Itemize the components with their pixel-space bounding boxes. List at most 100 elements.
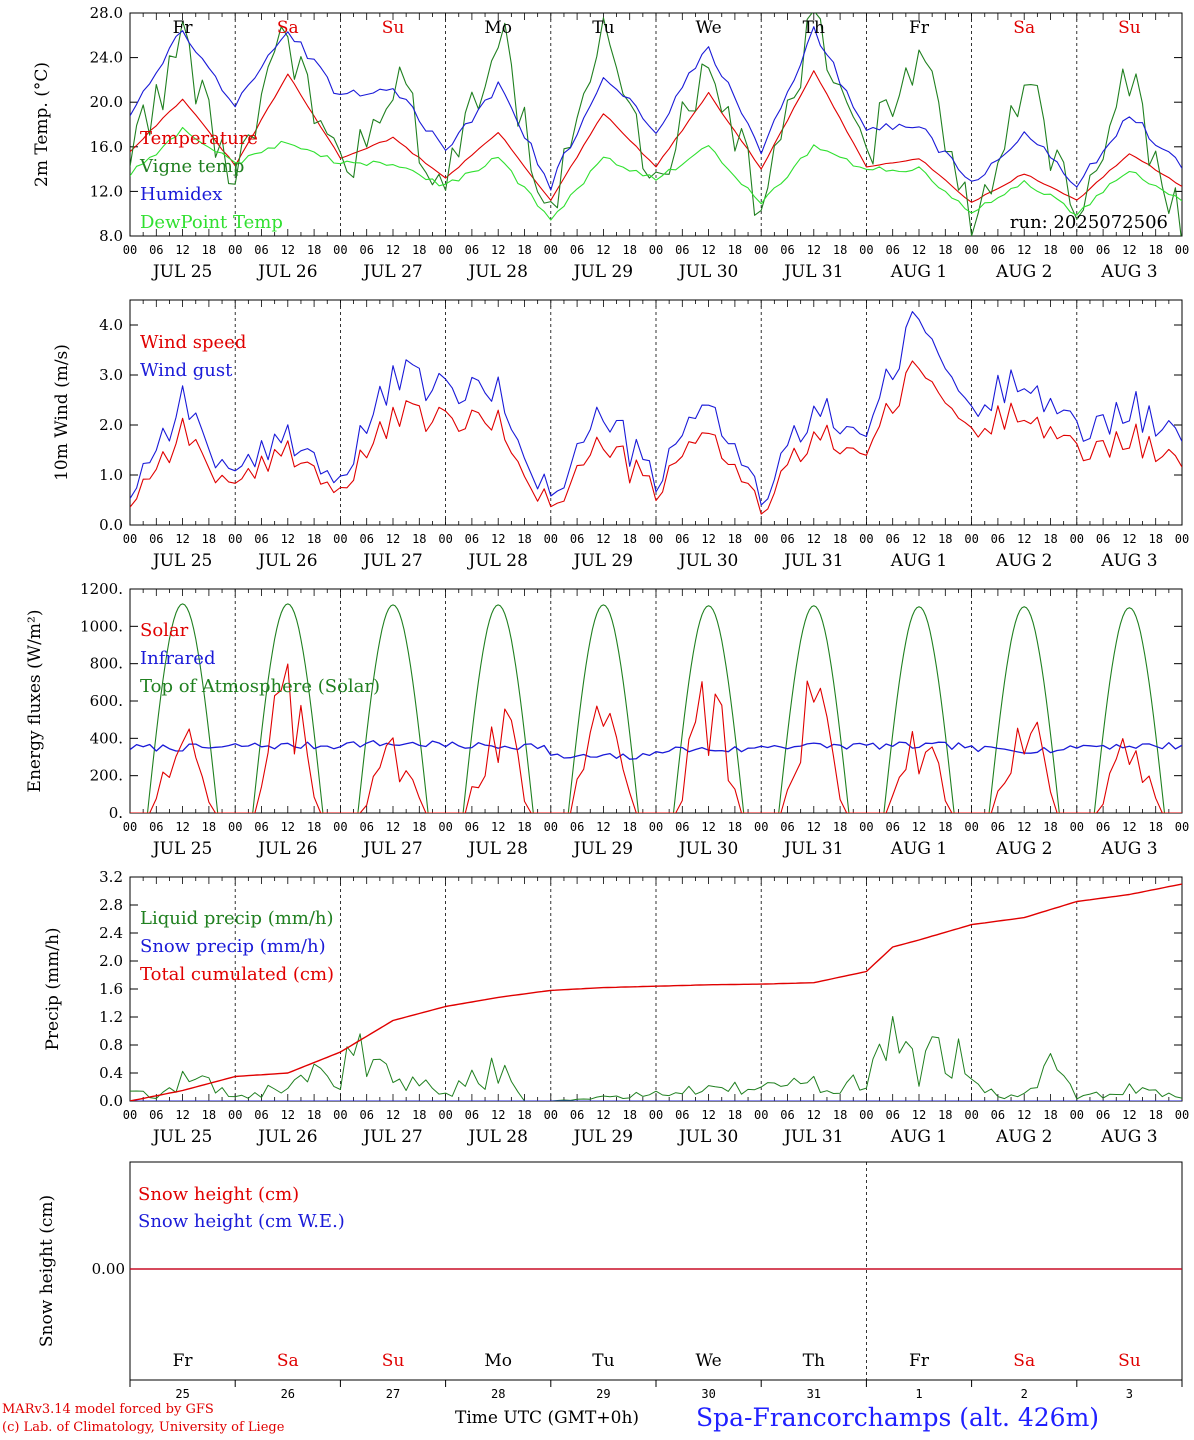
hour-tick-label: 00 (123, 820, 137, 834)
hour-tick-label: 06 (254, 820, 268, 834)
hour-tick-label: 00 (544, 1108, 558, 1122)
hour-tick-label: 00 (438, 1108, 452, 1122)
hour-tick-label: 00 (228, 1108, 242, 1122)
date-label: JUL 30 (677, 1127, 738, 1147)
series-line (130, 13, 1182, 236)
date-label: JUL 31 (782, 551, 843, 571)
hour-tick-label: 12 (701, 243, 715, 257)
hour-tick-label: 06 (1096, 532, 1110, 546)
hour-tick-label: 00 (544, 243, 558, 257)
weekday-label: Fr (173, 18, 194, 38)
hour-tick-label: 06 (885, 1108, 899, 1122)
hour-tick-label: 00 (649, 243, 663, 257)
y-tick-label: 600. (90, 692, 123, 710)
hour-tick-label: 18 (938, 1108, 952, 1122)
date-label: JUL 30 (677, 551, 738, 571)
hour-tick-label: 00 (333, 1108, 347, 1122)
legend-entry: DewPoint Temp (140, 212, 283, 233)
hour-tick-label: 18 (728, 243, 742, 257)
hour-tick-label: 06 (1096, 243, 1110, 257)
run-annotation: run: 2025072506 (1010, 212, 1168, 233)
hour-tick-label: 12 (912, 532, 926, 546)
hour-tick-label: 06 (570, 532, 584, 546)
hour-tick-label: 12 (807, 243, 821, 257)
hour-tick-label: 18 (307, 532, 321, 546)
hour-tick-label: 00 (123, 1108, 137, 1122)
hour-tick-label: 00 (228, 243, 242, 257)
hour-tick-label: 18 (412, 1108, 426, 1122)
hour-tick-label: 00 (1175, 243, 1189, 257)
hour-tick-label: 12 (912, 1108, 926, 1122)
hour-tick-label: 00 (649, 820, 663, 834)
legend-entry: Liquid precip (mm/h) (140, 908, 334, 929)
hour-tick-label: 00 (1070, 820, 1084, 834)
hour-tick-label: 00 (859, 243, 873, 257)
date-label: JUL 27 (361, 839, 422, 859)
hour-tick-label: 18 (833, 1108, 847, 1122)
hour-tick-label: 06 (149, 820, 163, 834)
hour-tick-label: 06 (359, 532, 373, 546)
hour-tick-label: 06 (780, 243, 794, 257)
legend-entry: Top of Atmosphere (Solar) (140, 676, 380, 697)
date-label: JUL 27 (361, 262, 422, 282)
date-label: JUL 25 (151, 1127, 212, 1147)
hour-tick-label: 18 (833, 532, 847, 546)
y-axis-title: Energy fluxes (W/m²) (25, 610, 45, 793)
y-tick-label: 0.0 (99, 516, 123, 534)
hour-tick-label: 12 (701, 532, 715, 546)
day-number-label: 31 (807, 1387, 821, 1401)
hour-tick-label: 00 (438, 243, 452, 257)
hour-tick-label: 06 (254, 243, 268, 257)
y-axis-title: Precip (mm/h) (43, 927, 63, 1050)
hour-tick-label: 12 (1122, 820, 1136, 834)
hour-tick-label: 12 (281, 820, 295, 834)
date-label: JUL 29 (572, 839, 633, 859)
date-label: JUL 31 (782, 262, 843, 282)
weekday-label: Sa (277, 18, 299, 38)
station-name: Spa-Francorchamps (alt. 426m) (696, 1403, 1100, 1432)
y-axis-title: 2m Temp. (°C) (32, 62, 52, 187)
hour-tick-label: 06 (1096, 1108, 1110, 1122)
y-axis-title: 10m Wind (m/s) (52, 344, 72, 481)
hour-tick-label: 06 (570, 820, 584, 834)
date-label: AUG 1 (890, 262, 947, 282)
hour-tick-label: 12 (596, 1108, 610, 1122)
hour-tick-label: 12 (912, 243, 926, 257)
hour-tick-label: 12 (175, 820, 189, 834)
legend-entry: Wind gust (140, 360, 233, 381)
hour-tick-label: 06 (885, 243, 899, 257)
legend-entry: Temperature (140, 128, 258, 149)
hour-tick-label: 06 (991, 820, 1005, 834)
series-line (130, 70, 1182, 203)
weekday-label: Fr (173, 1351, 194, 1371)
hour-tick-label: 18 (307, 820, 321, 834)
hour-tick-label: 06 (149, 1108, 163, 1122)
weekday-label: Su (1118, 1351, 1141, 1371)
hour-tick-label: 18 (1043, 532, 1057, 546)
y-tick-label: 1200. (80, 580, 123, 598)
weekday-label: Th (803, 18, 825, 38)
y-tick-label: 2.4 (99, 924, 123, 942)
y-tick-label: 2.8 (99, 896, 123, 914)
hour-tick-label: 06 (780, 1108, 794, 1122)
date-label: JUL 29 (572, 551, 633, 571)
weekday-label: Sa (1013, 1351, 1035, 1371)
hour-tick-label: 00 (859, 820, 873, 834)
hour-tick-label: 06 (675, 243, 689, 257)
hour-tick-label: 06 (570, 243, 584, 257)
hour-tick-label: 18 (1148, 532, 1162, 546)
date-label: AUG 2 (995, 551, 1052, 571)
hour-tick-label: 00 (1070, 243, 1084, 257)
hour-tick-label: 18 (202, 1108, 216, 1122)
date-label: AUG 3 (1100, 1127, 1157, 1147)
hour-tick-label: 12 (701, 820, 715, 834)
series-line (130, 126, 1182, 221)
hour-tick-label: 12 (807, 532, 821, 546)
date-label: AUG 2 (995, 1127, 1052, 1147)
hour-tick-label: 12 (175, 1108, 189, 1122)
y-tick-label: 16.0 (90, 138, 123, 156)
date-label: AUG 3 (1100, 551, 1157, 571)
hour-tick-label: 06 (780, 820, 794, 834)
hour-tick-label: 12 (1017, 243, 1031, 257)
hour-tick-label: 12 (386, 820, 400, 834)
